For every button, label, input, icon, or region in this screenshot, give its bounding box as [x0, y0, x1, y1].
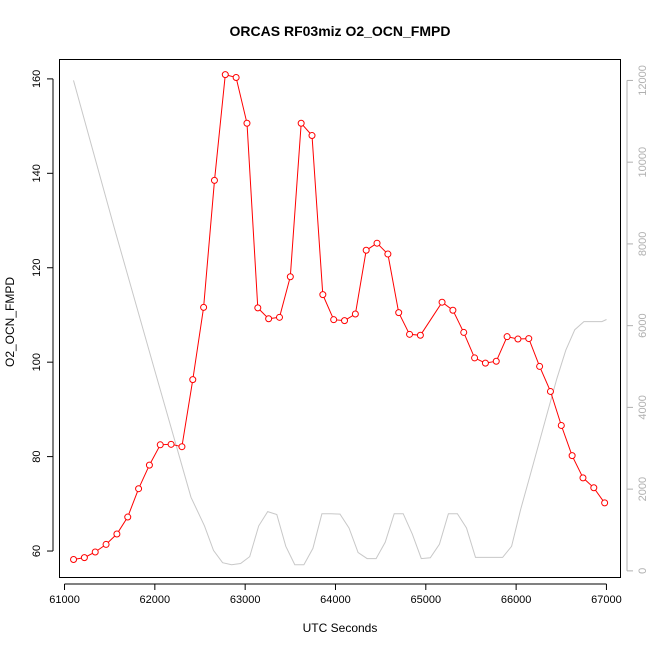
o2-data-point: [406, 330, 414, 338]
o2-data-point: [384, 250, 392, 258]
left-axis: 60 80 100 120 140 160: [31, 70, 54, 557]
o2-data-point: [362, 246, 370, 254]
o2-data-point: [492, 357, 500, 365]
chart-title: ORCAS RF03miz O2_OCN_FMPD: [230, 23, 451, 39]
x-axis-label: UTC Seconds: [303, 621, 378, 635]
o2-data-point: [102, 540, 110, 548]
o2-data-point: [460, 328, 468, 336]
x-tick-label: 61000: [49, 594, 80, 606]
o2-data-point: [210, 176, 218, 184]
o2-data-point: [145, 461, 153, 469]
o2-data-point: [275, 313, 283, 321]
x-tick-label: 66000: [501, 594, 532, 606]
o2-data-point: [200, 303, 208, 311]
o2-data-point: [80, 554, 88, 562]
bottom-axis: 61000 62000 63000 64000 65000 66000 67000: [49, 583, 622, 606]
o2-data-point: [330, 316, 338, 324]
o2-data-point: [568, 452, 576, 460]
o2-data-point: [514, 335, 522, 343]
o2-data-point: [601, 499, 609, 507]
o2-data-point: [189, 376, 197, 384]
o2-data-point: [319, 291, 327, 299]
series-layer: [70, 71, 609, 566]
o2-data-point: [557, 421, 565, 429]
o2-data-point: [243, 119, 251, 127]
right-axis-series-line: [73, 80, 607, 566]
y2-tick-label: 2000: [637, 477, 649, 501]
x-tick-label: 62000: [140, 594, 171, 606]
o2-data-point: [167, 440, 175, 448]
y-tick-label: 60: [31, 545, 43, 557]
o2-data-point: [525, 335, 533, 343]
y2-tick-label: 0: [637, 568, 649, 574]
y-tick-label: 100: [31, 353, 43, 371]
o2-data-point: [178, 443, 186, 451]
o2-data-point: [438, 298, 446, 306]
y-axis-label: O2_OCN_FMPD: [3, 277, 17, 367]
o2-data-point: [113, 530, 121, 538]
x-tick-label: 67000: [591, 594, 622, 606]
o2-data-point: [341, 317, 349, 325]
o2-data-point: [471, 354, 479, 362]
o2-data-point: [297, 119, 305, 127]
x-tick-label: 64000: [320, 594, 351, 606]
y2-tick-label: 12000: [637, 65, 649, 96]
o2-data-point: [416, 331, 424, 339]
o2-data-point: [546, 387, 554, 395]
o2-data-point: [308, 132, 316, 140]
x-tick-label: 63000: [230, 594, 261, 606]
y2-tick-label: 4000: [637, 395, 649, 419]
o2-data-point: [579, 474, 587, 482]
o2-data-point: [395, 309, 403, 317]
o2-data-point: [373, 239, 381, 247]
o2-data-point: [286, 273, 294, 281]
y-tick-label: 80: [31, 450, 43, 462]
y-tick-label: 160: [31, 70, 43, 88]
right-axis: 0 2000 4000 6000 8000 10000 12000: [626, 65, 649, 574]
x-tick-label: 65000: [411, 594, 442, 606]
plot-frame: [59, 59, 621, 578]
y-tick-label: 140: [31, 164, 43, 182]
o2-data-point: [232, 73, 240, 81]
y2-tick-label: 8000: [637, 232, 649, 256]
o2-data-point: [265, 315, 273, 323]
o2-data-point: [503, 333, 511, 341]
o2-data-point: [351, 310, 359, 318]
o2-data-point: [70, 556, 78, 564]
y2-tick-label: 10000: [637, 147, 649, 178]
o2-data-point: [481, 359, 489, 367]
o2-data-point: [221, 71, 229, 79]
o2-data-point: [449, 306, 457, 314]
y-tick-label: 120: [31, 259, 43, 277]
o2-data-point: [156, 441, 164, 449]
o2-data-point: [254, 304, 262, 312]
o2-data-point: [590, 484, 598, 492]
o2-data-point: [536, 362, 544, 370]
o2-data-point: [91, 548, 99, 556]
y2-tick-label: 6000: [637, 313, 649, 337]
o2-data-point: [135, 485, 143, 493]
o2-data-point: [124, 513, 132, 521]
